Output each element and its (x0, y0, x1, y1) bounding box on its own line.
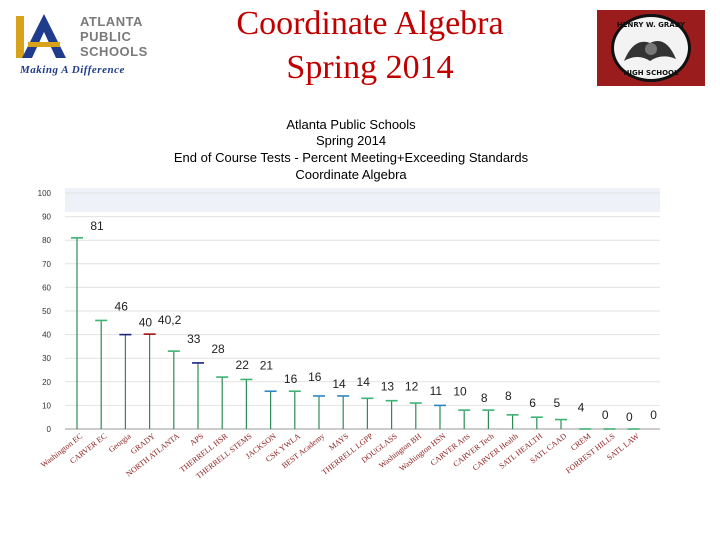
page-title-line-1: Coordinate Algebra (236, 5, 504, 42)
y-tick-label: 80 (42, 236, 51, 245)
data-label: 14 (332, 377, 346, 391)
data-label: 14 (357, 375, 371, 389)
data-label: 22 (236, 358, 250, 372)
data-label: 11 (430, 384, 443, 398)
y-tick-label: 0 (47, 425, 52, 434)
school-seal: HENRY W. GRADY HIGH SCHOOL (597, 10, 705, 86)
logo-text-line: ATLANTA (80, 14, 143, 29)
data-label: 16 (284, 372, 298, 386)
data-label: 13 (381, 379, 395, 393)
y-tick-label: 100 (38, 189, 52, 198)
data-label: 21 (260, 358, 274, 372)
y-tick-label: 70 (42, 260, 51, 269)
page-title-line-2: Spring 2014 (286, 49, 454, 86)
data-label: 5 (553, 396, 560, 410)
y-tick-label: 50 (42, 307, 51, 316)
logo-text: ATLANTA PUBLIC SCHOOLS (80, 14, 148, 59)
seal-emblem-icon (624, 41, 676, 61)
data-label: 12 (405, 380, 419, 394)
chart-title-line: End of Course Tests - Percent Meeting+Ex… (174, 150, 529, 165)
y-tick-label: 10 (42, 401, 51, 410)
logo-tagline: Making A Difference (20, 64, 125, 76)
aps-logo: ATLANTA PUBLIC SCHOOLS Making A Differen… (14, 12, 147, 80)
data-label: 4 (578, 401, 585, 415)
chart-band-top (65, 188, 660, 212)
data-label: 33 (187, 332, 201, 346)
y-axis-ticks: 0 10 20 30 40 50 60 70 80 90 100 (38, 189, 52, 434)
data-label: 0 (650, 408, 657, 422)
y-tick-label: 20 (42, 378, 51, 387)
chart-title-line: Atlanta Public Schools (286, 117, 416, 132)
y-tick-label: 30 (42, 354, 51, 363)
data-label: 28 (211, 342, 225, 356)
y-tick-label: 40 (42, 331, 51, 340)
chart: Atlanta Public Schools Spring 2014 End o… (38, 117, 660, 481)
logo-text-line: PUBLIC (80, 29, 132, 44)
category-label: BEST Academy (280, 431, 326, 470)
chart-title-line: Spring 2014 (316, 133, 386, 148)
y-tick-label: 60 (42, 283, 51, 292)
chart-title-line: Coordinate Algebra (295, 167, 407, 182)
data-label: 16 (308, 370, 322, 384)
data-label: 6 (529, 396, 536, 410)
data-label: 10 (453, 384, 467, 398)
data-label: 8 (505, 389, 512, 403)
logo-text-line: SCHOOLS (80, 44, 148, 59)
y-tick-label: 90 (42, 213, 51, 222)
data-label: 0 (626, 410, 633, 424)
data-label: 40 (139, 316, 153, 330)
bar-layer (71, 237, 640, 430)
data-label: 81 (90, 219, 104, 233)
data-label: 40,2 (158, 313, 182, 327)
aps-logo-mark-icon (16, 14, 66, 58)
data-label: 8 (481, 391, 488, 405)
data-label: 0 (602, 408, 609, 422)
grid-layer (65, 192, 660, 430)
seal-disc: HENRY W. GRADY HIGH SCHOOL (611, 14, 691, 82)
seal-top-text: HENRY W. GRADY (616, 21, 686, 29)
category-label: Georgia (107, 431, 133, 454)
category-label: APS (188, 431, 205, 447)
data-label: 46 (115, 299, 129, 313)
seal-bottom-text: HIGH SCHOOL (623, 69, 679, 77)
